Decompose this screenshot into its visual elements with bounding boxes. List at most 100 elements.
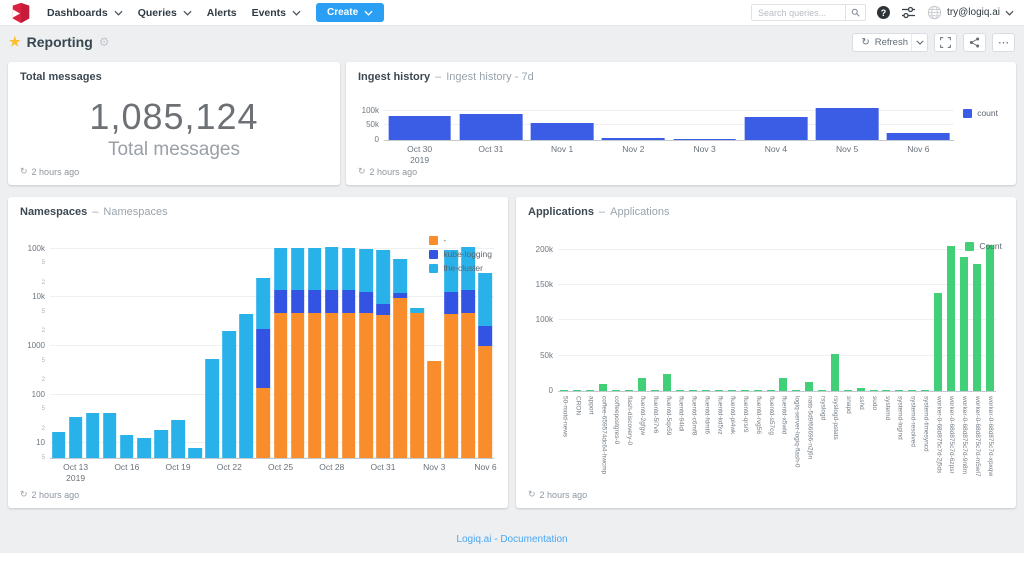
favorite-star-icon[interactable]: ★ (9, 34, 21, 49)
dashboard-settings-gear-icon[interactable]: ⚙ (98, 35, 110, 49)
refresh-button[interactable]: ↻ Refresh (852, 32, 917, 52)
x-axis-label: coffee-659574dc64-hwcmp (600, 396, 608, 475)
bar-segment (689, 390, 698, 391)
bar-segment (444, 291, 459, 315)
bar-segment (222, 331, 237, 458)
legend-item: the-cluster (429, 263, 492, 273)
bar-segment (676, 390, 685, 391)
bar (635, 239, 648, 391)
refresh-label: Refresh (874, 36, 908, 48)
bar (598, 102, 669, 140)
bar (67, 243, 84, 458)
y-axis-tick: 5 (41, 357, 45, 364)
panel-title: Total messages (20, 71, 102, 83)
bar-segment (444, 314, 459, 458)
bar (829, 239, 842, 391)
bar-segment (307, 290, 322, 314)
create-button[interactable]: Create (316, 3, 385, 22)
x-axis-label: worker-0-68d875c7d-2j5ds (935, 396, 943, 474)
documentation-link[interactable]: Logiq.ai - Documentation (456, 534, 568, 545)
user-menu[interactable]: try@logiq.ai (927, 5, 1014, 20)
bar (803, 239, 816, 391)
panel-updated: ↻ 2 hours ago (528, 489, 587, 500)
bar-segment (611, 390, 620, 391)
y-axis-tick: 2 (41, 376, 45, 383)
bar (687, 239, 700, 391)
x-axis-label: Oct 31 (370, 462, 396, 472)
nav-alerts[interactable]: Alerts (207, 7, 237, 19)
bar (477, 243, 494, 458)
fullscreen-button[interactable] (934, 32, 957, 52)
x-axis-label: rsyslogd-pstats (832, 396, 840, 440)
x-axis-label: fluentd-s57cg (767, 396, 775, 436)
x-axis: 50-motd-news CRON apport coffee-659574dc64-… (558, 392, 996, 489)
chevron-down-icon (292, 10, 301, 16)
bar-segment (650, 390, 659, 391)
y-axis-tick: 200k (535, 244, 553, 254)
bottom-strip (0, 553, 1024, 563)
gridline (50, 344, 494, 346)
bar-segment (393, 259, 407, 294)
panel-title: Namespaces (20, 206, 88, 218)
bar (374, 243, 391, 458)
y-axis-tick: 5 (41, 260, 45, 267)
x-axis-label: apport (587, 396, 595, 415)
bar-segment (393, 298, 407, 458)
x-axis: Oct 13 2019 Oct 16 Oct 19 Oct 22 Oct 25 Oct 28… (50, 459, 497, 485)
help-icon[interactable]: ? (877, 6, 891, 19)
bar-segment (324, 290, 339, 314)
legend-label: the-cluster (443, 263, 483, 273)
title-dash: – (92, 206, 99, 218)
share-button[interactable] (963, 32, 986, 52)
panel-title: Applications (528, 206, 595, 218)
gridline (384, 109, 954, 111)
x-axis-label: Nov 6 (474, 462, 497, 472)
bar-segment (843, 390, 852, 391)
updated-text: 2 hours ago (31, 489, 80, 500)
nav-events[interactable]: Events (252, 7, 301, 19)
bar-segment (744, 116, 808, 140)
total-messages-value: 1,085,124 (89, 96, 259, 137)
bar-segment (461, 290, 476, 314)
nav-dashboards[interactable]: Dashboards (47, 7, 123, 19)
bar (118, 243, 135, 458)
bar (790, 239, 803, 391)
x-axis-label: flash-discovery-0 (626, 396, 634, 446)
y-axis-tick: 2 (41, 279, 45, 286)
more-options-button[interactable]: ⋯ (992, 32, 1015, 52)
bar-segment (256, 277, 271, 329)
bar-segment (478, 325, 493, 346)
bar-segment (307, 248, 322, 291)
chevron-down-icon (915, 40, 924, 45)
bar-segment (342, 290, 356, 314)
x-axis-label: worker-0-68d875c7d-xpxqw (986, 396, 994, 477)
panel-total-messages: Total messages 1,085,124 Total messages … (8, 62, 340, 185)
legend-item: Count (965, 241, 1002, 251)
search-input[interactable] (751, 4, 846, 21)
bar-segment (120, 434, 134, 458)
bar-segment (393, 293, 407, 299)
gridline (558, 354, 996, 356)
x-axis-label: fluentd-rvg56 (754, 396, 762, 434)
legend-swatch (429, 249, 439, 259)
bar-segment (273, 313, 288, 458)
bar (740, 102, 811, 140)
search-button[interactable] (845, 4, 867, 21)
bar-segment (342, 247, 356, 291)
bar-segment (273, 290, 288, 314)
avatar-globe-icon (927, 5, 942, 20)
bar-segment (673, 139, 736, 140)
bar (906, 239, 919, 391)
x-axis-label: CRON (574, 396, 582, 416)
bar (880, 239, 893, 391)
refresh-dropdown-button[interactable] (911, 32, 928, 52)
bar (135, 243, 152, 458)
bar (893, 239, 906, 391)
sliders-icon (902, 6, 916, 19)
site-footer: Logiq.ai - Documentation (0, 534, 1024, 545)
nav-queries[interactable]: Queries (138, 7, 192, 19)
legend-label: count (977, 108, 998, 118)
logiq-logo[interactable] (10, 2, 32, 24)
settings-sliders-icon[interactable] (901, 6, 916, 19)
x-axis-label: Nov 2 (622, 144, 645, 154)
